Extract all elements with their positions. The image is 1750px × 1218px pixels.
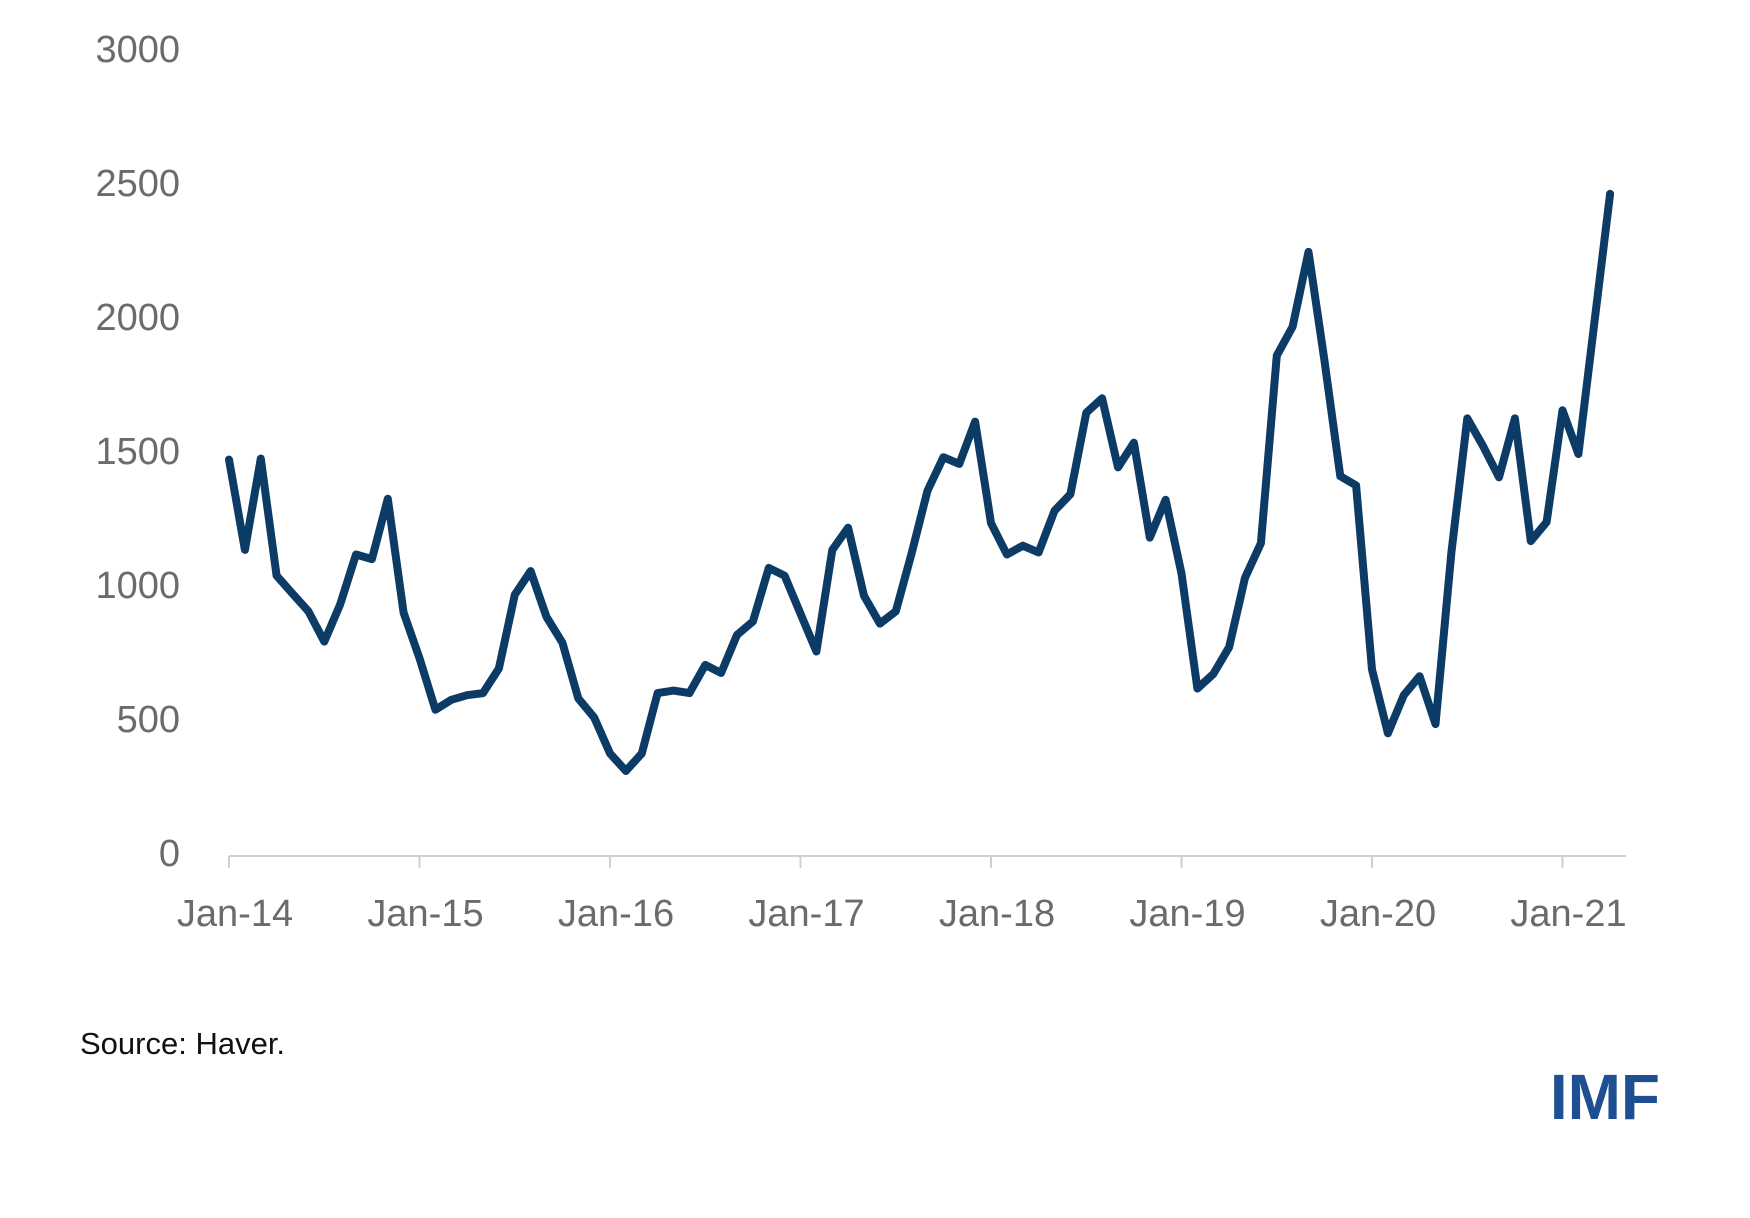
y-tick-label: 500 xyxy=(117,699,180,741)
x-tick-label: Jan-18 xyxy=(939,893,1055,935)
y-tick-label: 1000 xyxy=(95,565,180,607)
source-note: Source: Haver. xyxy=(80,1026,285,1061)
x-tick-label: Jan-19 xyxy=(1129,893,1245,935)
x-tick-label: Jan-15 xyxy=(367,893,483,935)
x-tick-label: Jan-20 xyxy=(1320,893,1436,935)
x-tick-label: Jan-21 xyxy=(1510,893,1626,935)
logo: IMF xyxy=(1550,1061,1660,1133)
y-tick-label: 1500 xyxy=(95,431,180,473)
x-tick-label: Jan-14 xyxy=(177,893,293,935)
y-tick-label: 0 xyxy=(159,833,180,875)
y-tick-label: 2000 xyxy=(95,297,180,339)
x-tick-label: Jan-16 xyxy=(558,893,674,935)
data-line xyxy=(225,189,1615,775)
y-tick-label: 2500 xyxy=(95,163,180,205)
x-tick-label: Jan-17 xyxy=(748,893,864,935)
y-tick-label: 3000 xyxy=(95,29,180,71)
